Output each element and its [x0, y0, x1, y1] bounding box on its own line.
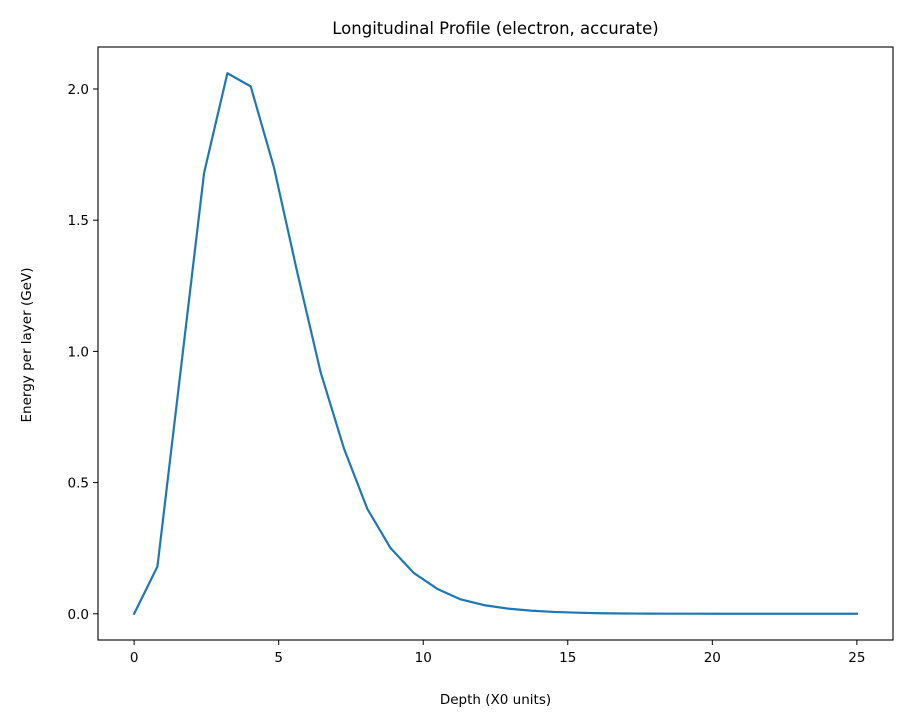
- x-tick-label: 5: [274, 650, 283, 666]
- x-tick-label: 0: [130, 650, 139, 666]
- x-tick-label: 20: [704, 650, 721, 666]
- axis-ticks: 0 5 10 15 20 25 0.0 0.5 1.0 1.5 2.0: [68, 82, 866, 666]
- x-axis-label: Depth (X0 units): [440, 692, 551, 708]
- y-tick-label: 1.0: [68, 344, 89, 360]
- axes-frame: [97, 46, 894, 641]
- y-axis-label: Energy per layer (GeV): [19, 268, 35, 423]
- chart-title: Longitudinal Profile (electron, accurate…: [332, 19, 658, 38]
- x-tick-label: 10: [415, 650, 432, 666]
- plot-area: [132, 72, 858, 616]
- y-tick-label: 1.5: [68, 213, 89, 229]
- y-tick-label: 2.0: [68, 82, 89, 98]
- series-line-0: [132, 72, 858, 616]
- y-tick-label: 0.0: [68, 607, 89, 623]
- x-tick-label: 25: [848, 650, 865, 666]
- y-tick-label: 0.5: [68, 476, 89, 492]
- x-tick-label: 15: [559, 650, 576, 666]
